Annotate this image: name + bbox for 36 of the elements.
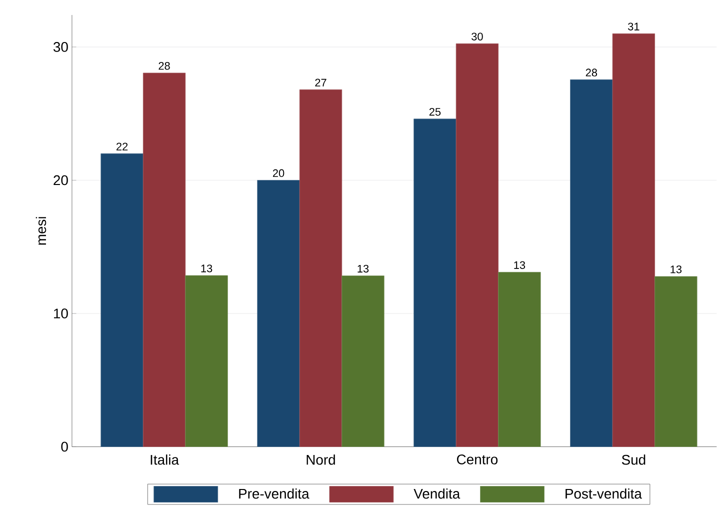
x-tick-label: Centro xyxy=(456,454,498,465)
data-label: 28 xyxy=(158,62,170,70)
bar xyxy=(257,180,300,448)
bar xyxy=(570,80,613,448)
data-label: 27 xyxy=(315,78,326,87)
data-label: 28 xyxy=(586,68,598,77)
bar xyxy=(100,154,144,448)
legend-label: Post-vendita xyxy=(566,488,642,499)
bar xyxy=(654,276,698,448)
bar xyxy=(342,276,384,448)
y-tick-label: 20 xyxy=(54,175,68,186)
legend-label: Pre-vendita xyxy=(239,488,310,499)
data-label: 25 xyxy=(429,108,441,116)
bar xyxy=(414,118,456,448)
bar xyxy=(142,72,186,448)
data-label: 13 xyxy=(201,264,212,272)
data-label: 13 xyxy=(358,264,369,273)
data-label: 31 xyxy=(628,22,640,31)
bar xyxy=(456,44,499,448)
bar xyxy=(612,34,655,448)
bar xyxy=(299,90,342,448)
bar xyxy=(185,275,228,448)
data-label: 22 xyxy=(116,142,128,151)
x-tick-label: Nord xyxy=(306,454,335,465)
legend-label: Vendita xyxy=(414,488,460,499)
data-label: 13 xyxy=(514,261,526,270)
data-label: 30 xyxy=(472,32,483,41)
x-tick-label: Sud xyxy=(622,454,646,465)
bar xyxy=(498,272,541,448)
y-tick-label: 0 xyxy=(61,442,68,452)
data-label: 13 xyxy=(670,266,682,274)
x-tick-label: Italia xyxy=(150,454,180,465)
y-tick-label: 30 xyxy=(53,42,68,52)
y-axis-title: mesi xyxy=(36,217,46,245)
data-label: 20 xyxy=(272,169,284,178)
y-tick-label: 10 xyxy=(54,308,68,319)
